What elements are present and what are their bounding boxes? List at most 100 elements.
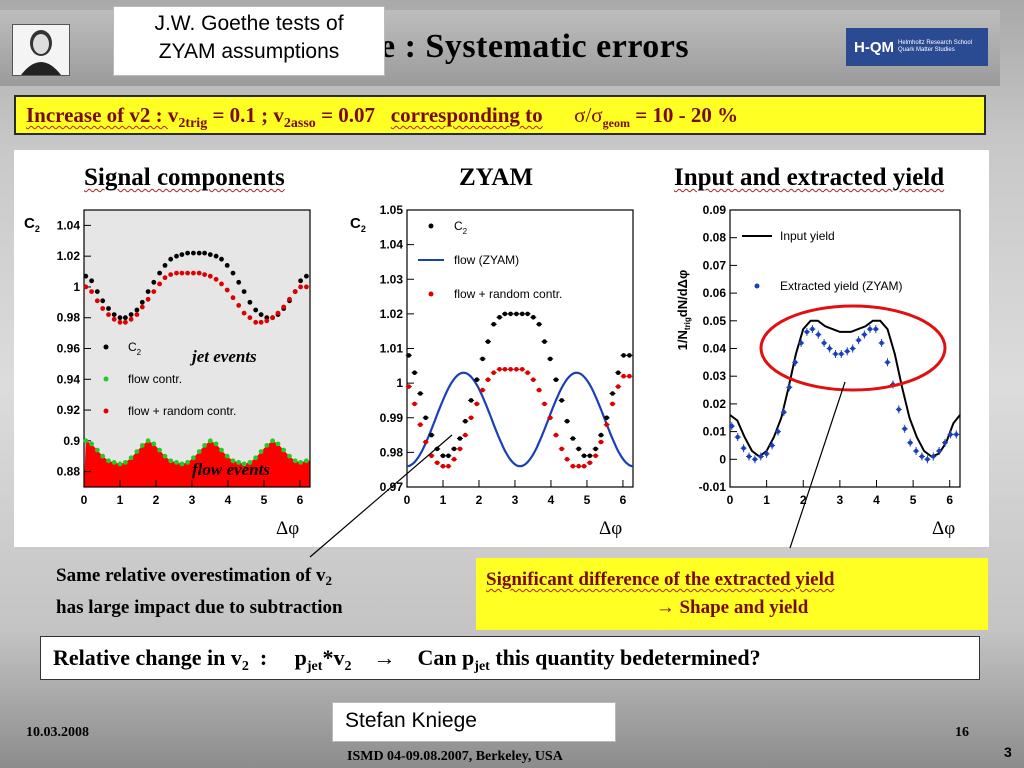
- c2-point-mid: [434, 446, 440, 452]
- flow-random-point: [207, 273, 213, 279]
- flow-random-point: [151, 289, 157, 294]
- c2-point-mid: [598, 432, 604, 438]
- extracted-yield-point: [954, 432, 959, 437]
- x-tick-label: 4: [225, 493, 232, 507]
- flow-contr-point: [83, 438, 89, 444]
- banner-v2: v: [273, 103, 284, 127]
- flow-random-point: [247, 315, 253, 321]
- c2-point-mid: [446, 453, 451, 459]
- extracted-yield-point: [816, 332, 821, 337]
- c2-point-mid: [553, 377, 559, 382]
- y-tick-label: 0.92: [57, 403, 81, 417]
- y-tick-label: -0.01: [699, 480, 727, 494]
- c2-point-mid: [440, 453, 446, 459]
- flow-random-point-mid: [587, 460, 593, 466]
- c2-point-mid: [519, 311, 525, 317]
- flow-random-point: [174, 270, 179, 276]
- c2-point-mid: [474, 377, 480, 382]
- c2-point: [106, 306, 111, 311]
- x-tick-label: 0: [727, 493, 734, 507]
- x-tick-label: 5: [261, 493, 268, 507]
- c2-point-mid: [457, 436, 463, 441]
- flow-random-point: [236, 303, 242, 308]
- c2-point: [179, 252, 185, 257]
- flow-random-point: [83, 284, 89, 290]
- x-tick-label: 3: [189, 493, 196, 507]
- left-legend: C2 flow contr. flow + random contr.: [103, 340, 236, 418]
- flow-random-point-mid: [536, 387, 542, 393]
- c2-point: [157, 270, 163, 276]
- c2-point: [247, 299, 253, 305]
- c2-point-mid: [412, 370, 417, 375]
- legend-marker-flow-contr: [103, 376, 109, 382]
- rel-text-5: this quantity bedetermined?: [489, 645, 761, 670]
- legend-label-input-yield: Input yield: [780, 229, 835, 243]
- flow-random-point-mid: [564, 457, 570, 462]
- c2-point: [100, 298, 106, 304]
- rel-text-3: *v: [322, 645, 345, 670]
- y-tick-label: 0.99: [380, 411, 404, 425]
- y-tick-label: 0.04: [703, 342, 727, 356]
- flow-contr-point: [117, 461, 123, 467]
- flow-random-point-mid: [406, 384, 412, 389]
- y-tick-label: 0.96: [57, 342, 81, 356]
- flow-random-point-mid: [598, 439, 604, 445]
- c2-point-mid: [463, 418, 468, 424]
- extracted-yield-point: [948, 432, 953, 437]
- flow-random-point: [168, 272, 174, 277]
- c2-point: [111, 312, 117, 317]
- rel-sub-3: 2: [344, 659, 352, 674]
- y-tick-label: 1.05: [380, 203, 404, 217]
- c2-point: [94, 289, 100, 294]
- left-data-points: [83, 250, 309, 467]
- flow-random-point: [224, 287, 230, 293]
- flow-random-point-mid: [491, 370, 497, 375]
- legend-label-flow-zyam: flow (ZYAM): [454, 253, 519, 267]
- extracted-yield-point: [856, 338, 861, 343]
- flow-random-point-mid: [553, 432, 559, 438]
- banner-sigma-sub: geom: [602, 116, 630, 130]
- x-tick-label: 6: [620, 493, 627, 507]
- c2-point: [298, 278, 303, 284]
- flow-random-point-mid: [570, 463, 576, 469]
- x-tick-label: 1: [117, 493, 124, 507]
- c2-point-mid: [581, 453, 587, 459]
- speaker-label: Stefan Kniege: [332, 702, 616, 742]
- flow-random-point: [258, 319, 264, 325]
- flow-random-point: [139, 304, 145, 310]
- flow-contr-point: [219, 447, 224, 453]
- flow-random-point-mid: [559, 446, 564, 452]
- flow-random-point: [270, 315, 275, 321]
- extracted-yield-point: [850, 346, 855, 351]
- c2-point-mid: [559, 398, 564, 403]
- c2-point: [123, 315, 128, 321]
- flow-random-point-mid: [593, 453, 598, 459]
- jet-events-annotation: jet events: [189, 347, 257, 366]
- flow-random-point: [134, 312, 140, 317]
- right-data-points: [728, 325, 960, 464]
- legend-marker-flow-random-mid: [428, 291, 434, 297]
- flow-contr-point: [241, 461, 247, 467]
- c2-point: [139, 299, 145, 305]
- legend-label-extracted: Extracted yield (ZYAM): [780, 279, 902, 293]
- flow-contr-point: [292, 458, 298, 464]
- extracted-yield-point: [936, 448, 942, 454]
- flow-contr-point: [253, 455, 259, 461]
- x-tick-label: 0: [404, 493, 411, 507]
- y-tick-label: 0.98: [380, 445, 404, 459]
- y-tick-label: 1.04: [57, 218, 81, 232]
- flow-random-point-mid: [451, 457, 457, 462]
- rel-sub-4: jet: [474, 659, 490, 674]
- extracted-yield-point: [764, 451, 769, 456]
- flow-random-point: [128, 316, 134, 322]
- flow-random-point-mid: [604, 422, 609, 428]
- flow-random-point-mid: [542, 401, 547, 407]
- c2-point: [236, 279, 242, 285]
- c2-point: [258, 312, 264, 317]
- flow-contr-point: [258, 449, 264, 454]
- legend-marker-c2: [103, 344, 109, 350]
- flow-contr-point: [94, 447, 100, 453]
- x-tick-label: 2: [800, 493, 807, 507]
- rel-sub-2: jet: [306, 659, 323, 674]
- c2-point: [162, 263, 168, 268]
